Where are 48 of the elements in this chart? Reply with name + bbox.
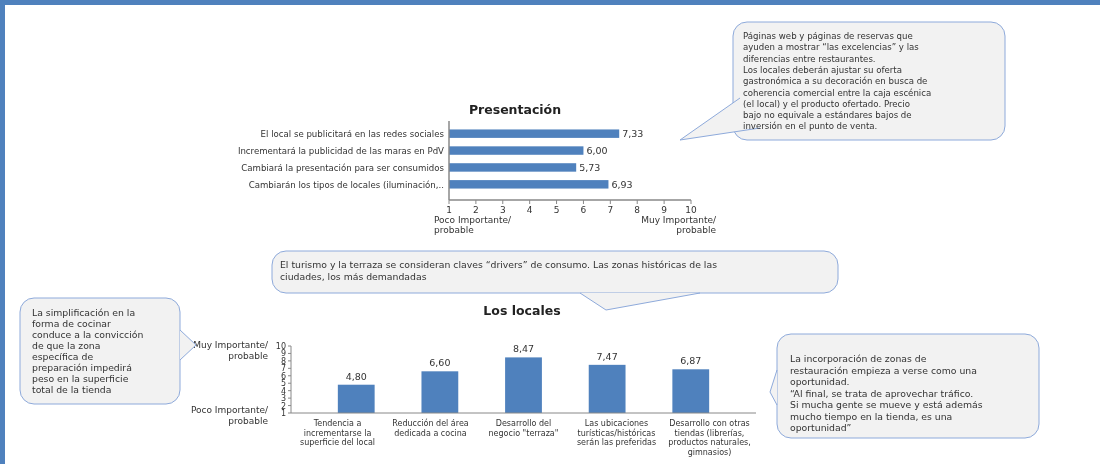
x-tick-label: 6: [580, 205, 587, 215]
x-tick-label: Reducción del área dedicada a cocina: [392, 418, 469, 438]
y-tick-label: 5: [280, 379, 286, 389]
text: Muy Importante/ probable: [193, 340, 269, 361]
y-tick-label: 4: [280, 386, 286, 396]
x-tick-label: 4: [526, 205, 533, 215]
text: Poco Importante/ probable: [434, 215, 513, 235]
y-tick-label: 8: [280, 356, 286, 366]
y-tick-label: 1: [280, 409, 286, 418]
x-tick-label: 1: [446, 205, 452, 215]
text: Poco Importante/ probable: [190, 405, 269, 426]
text: El turismo y la terraza se consideran claves “drivers” de consumo. Las zonas históricas de las ciudades, los más demandadas: [280, 259, 718, 282]
data-label: 6,00: [586, 145, 608, 157]
y-tick-label: 6: [280, 371, 286, 381]
data-label: 8,47: [512, 343, 535, 355]
data-label: 7,33: [622, 128, 644, 140]
y-tick-label: 2: [280, 401, 286, 411]
text: La simplificación en la forma de cocinar conduce a la convicción de que la zona específica de preparación impedirá peso en la superficie total de la tienda: [32, 307, 144, 395]
x-tick-label: Desarrollo del negocio "terraza": [488, 419, 559, 438]
y-tick-label: 3: [280, 394, 286, 404]
y-tick-label: Cambiarán los tipos de locales (iluminación,..: [248, 179, 444, 190]
y-tick-label: Cambiará la presentación para ser consumidos: [241, 162, 445, 173]
data-label: 4,80: [345, 370, 367, 382]
text: La incorporación de zonas de restauración empieza a verse como una oportunidad. “Al final, se trata de aprovechar tráfico. Si mucha gente se mueve y está además mucho tiempo en la tienda, es una oportunidad”: [790, 353, 983, 433]
data-label: 6,87: [680, 355, 702, 367]
x-tick-label: 8: [634, 205, 641, 215]
data-label: 6,93: [611, 178, 633, 190]
y-tick-label: El local se publicitará en las redes sociales: [260, 129, 445, 140]
y-tick-label: 7: [280, 364, 286, 374]
x-tick-label: Las ubicaciones turísticas/históricas serán las preferidas: [576, 419, 657, 447]
y-tick-label: 10: [275, 342, 286, 351]
chart-title: Los locales: [483, 303, 561, 318]
x-tick-label: 5: [553, 205, 560, 215]
x-tick-label: 9: [661, 205, 668, 215]
data-label: 7,47: [596, 350, 618, 362]
x-tick-label: Desarrollo con otras tiendas (librerías, productos naturales, gimnasios): [668, 419, 751, 457]
y-tick-label: Incrementará la publicidad de las maras en PdV: [237, 146, 445, 157]
x-tick-label: 2: [473, 205, 479, 215]
x-tick-label: 10: [685, 205, 697, 215]
data-label: 5,73: [579, 161, 601, 173]
text: Muy Importante/ probable: [641, 215, 717, 235]
data-label: 6,60: [429, 357, 451, 369]
x-tick-label: 7: [607, 205, 614, 215]
x-tick-label: 3: [499, 205, 506, 215]
y-tick-label: 9: [280, 349, 286, 359]
x-tick-label: Tendencia a incrementarse la superficie del local: [299, 419, 376, 447]
text: Páginas web y páginas de reservas que ayuden a mostrar “las excelencias” y las diferencias entre restaurantes. Los locales deberán ajustar su oferta gastronómica a su decoración en busca de coherencia comercial entre la caja escénica (el local) y el producto ofertado. Precio bajo no equivale a estándares bajos de inversión en el punto de venta.: [743, 31, 932, 132]
chart-title: Presentación: [468, 102, 562, 117]
